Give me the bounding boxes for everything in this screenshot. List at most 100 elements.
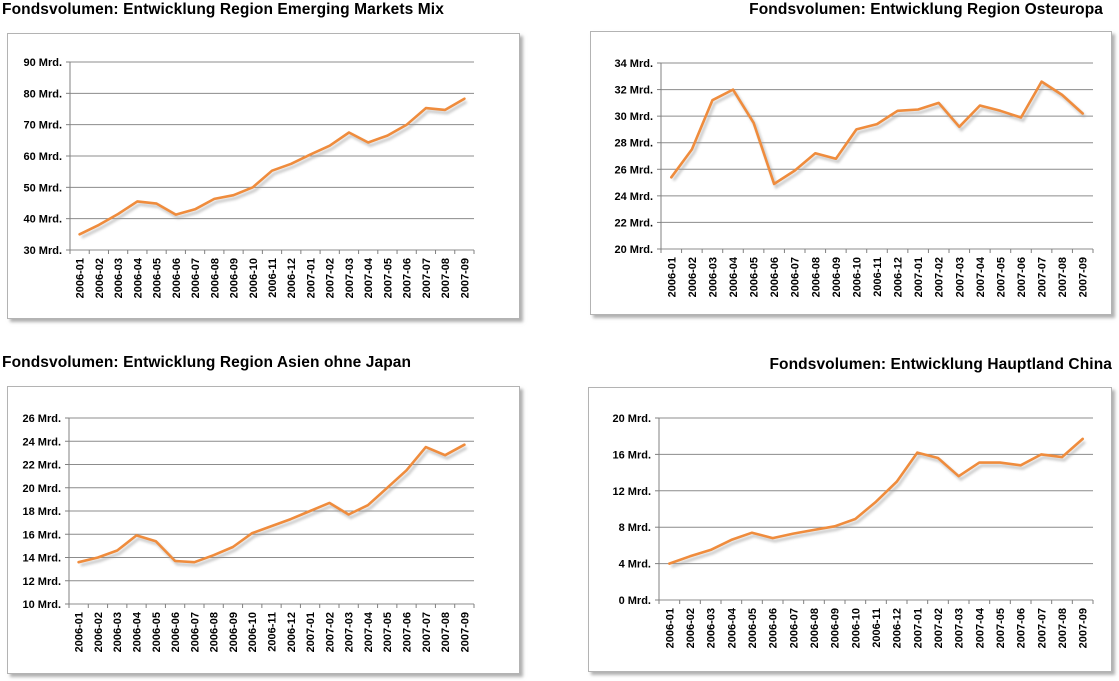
svg-text:16 Mrd.: 16 Mrd.: [22, 529, 61, 541]
svg-text:2006-09: 2006-09: [228, 612, 240, 652]
svg-text:2006-06: 2006-06: [171, 258, 183, 298]
svg-text:0 Mrd.: 0 Mrd.: [619, 595, 651, 607]
svg-text:2006-10: 2006-10: [248, 258, 260, 298]
svg-text:2007-06: 2007-06: [402, 612, 414, 652]
svg-text:2007-06: 2007-06: [402, 258, 414, 298]
svg-text:34 Mrd.: 34 Mrd.: [614, 58, 653, 70]
svg-text:8 Mrd.: 8 Mrd.: [619, 522, 651, 534]
svg-text:2006-08: 2006-08: [809, 608, 821, 648]
svg-text:90 Mrd.: 90 Mrd.: [23, 57, 62, 69]
svg-text:2007-09: 2007-09: [1078, 257, 1090, 297]
svg-text:2007-02: 2007-02: [325, 258, 337, 298]
svg-text:2006-10: 2006-10: [247, 612, 259, 652]
svg-text:2007-02: 2007-02: [324, 612, 336, 652]
chart-canvas-osteuropa: 34 Mrd. 32 Mrd. 30 Mrd. 28 Mrd. 26 Mrd. 24 Mr…: [590, 31, 1112, 315]
svg-text:50 Mrd.: 50 Mrd.: [23, 182, 62, 194]
svg-text:2007-03: 2007-03: [344, 612, 356, 652]
svg-text:2006-11: 2006-11: [267, 258, 279, 298]
svg-text:2006-02: 2006-02: [93, 612, 105, 652]
svg-text:2007-01: 2007-01: [912, 608, 924, 648]
svg-text:2006-12: 2006-12: [286, 258, 298, 298]
svg-text:2007-09: 2007-09: [459, 258, 471, 298]
svg-text:2006-11: 2006-11: [872, 257, 884, 297]
svg-text:2007-01: 2007-01: [305, 258, 317, 298]
line-chart-osteuropa: 34 Mrd. 32 Mrd. 30 Mrd. 28 Mrd. 26 Mrd. 24 Mr…: [614, 58, 1094, 297]
svg-text:2007-05: 2007-05: [382, 612, 394, 652]
svg-text:2007-05: 2007-05: [382, 258, 394, 298]
svg-text:2007-08: 2007-08: [440, 612, 452, 652]
svg-text:32 Mrd.: 32 Mrd.: [614, 85, 653, 97]
svg-text:2006-07: 2006-07: [788, 608, 800, 648]
svg-text:4 Mrd.: 4 Mrd.: [619, 559, 651, 571]
svg-text:2007-07: 2007-07: [421, 258, 433, 298]
svg-text:2006-01: 2006-01: [75, 258, 87, 298]
svg-text:2006-07: 2006-07: [790, 257, 802, 297]
svg-text:2006-01: 2006-01: [666, 257, 678, 297]
svg-text:2006-03: 2006-03: [707, 257, 719, 297]
svg-text:2006-10: 2006-10: [850, 608, 862, 648]
svg-text:22 Mrd.: 22 Mrd.: [22, 460, 61, 472]
svg-text:2006-08: 2006-08: [810, 257, 822, 297]
svg-text:30 Mrd.: 30 Mrd.: [614, 111, 653, 123]
svg-text:2006-06: 2006-06: [769, 257, 781, 297]
svg-text:2007-08: 2007-08: [1057, 257, 1069, 297]
chart-title-asien-ohne-japan: Fondsvolumen: Entwicklung Region Asien o…: [2, 354, 412, 371]
svg-text:2006-04: 2006-04: [726, 607, 738, 648]
chart-canvas-asien-ohne-japan: 26 Mrd. 24 Mrd. 22 Mrd. 20 Mrd. 18 Mrd. 16 Mr…: [7, 386, 520, 674]
svg-text:26 Mrd.: 26 Mrd.: [22, 413, 61, 425]
svg-text:2007-04: 2007-04: [363, 257, 375, 298]
svg-text:2007-01: 2007-01: [913, 257, 925, 297]
svg-text:2006-12: 2006-12: [286, 612, 298, 652]
svg-text:2007-07: 2007-07: [1036, 608, 1048, 648]
chart-title-emerging-markets-mix: Fondsvolumen: Entwicklung Region Emergin…: [2, 1, 444, 18]
svg-text:2006-05: 2006-05: [152, 258, 164, 298]
svg-text:2006-01: 2006-01: [74, 612, 86, 652]
line-chart-asien-ohne-japan: 26 Mrd. 24 Mrd. 22 Mrd. 20 Mrd. 18 Mrd. 16 Mr…: [22, 413, 475, 652]
svg-text:2007-09: 2007-09: [1078, 608, 1090, 648]
svg-text:2006-10: 2006-10: [851, 257, 863, 297]
svg-text:2007-03: 2007-03: [344, 258, 356, 298]
svg-text:30 Mrd.: 30 Mrd.: [23, 245, 62, 257]
svg-text:2006-06: 2006-06: [170, 612, 182, 652]
svg-text:16 Mrd.: 16 Mrd.: [612, 449, 651, 461]
svg-text:2006-05: 2006-05: [747, 608, 759, 648]
svg-text:2007-07: 2007-07: [421, 612, 433, 652]
svg-text:2006-01: 2006-01: [664, 608, 676, 648]
svg-text:2007-04: 2007-04: [363, 611, 375, 652]
line-chart-emerging-markets-mix: 90 Mrd. 80 Mrd. 70 Mrd. 60 Mrd. 50 Mrd. 40 Mr…: [23, 57, 475, 298]
svg-text:20 Mrd.: 20 Mrd.: [612, 413, 651, 425]
svg-text:2006-09: 2006-09: [831, 257, 843, 297]
svg-text:20 Mrd.: 20 Mrd.: [614, 244, 653, 256]
svg-text:40 Mrd.: 40 Mrd.: [23, 214, 62, 226]
svg-text:26 Mrd.: 26 Mrd.: [614, 164, 653, 176]
svg-text:80 Mrd.: 80 Mrd.: [23, 88, 62, 100]
svg-text:2007-07: 2007-07: [1037, 257, 1049, 297]
svg-text:2007-06: 2007-06: [1016, 257, 1028, 297]
chart-canvas-emerging-markets-mix: 90 Mrd. 80 Mrd. 70 Mrd. 60 Mrd. 50 Mrd. 40 Mr…: [7, 33, 520, 319]
svg-text:2006-03: 2006-03: [113, 258, 125, 298]
svg-text:2006-07: 2006-07: [189, 612, 201, 652]
svg-text:2006-11: 2006-11: [267, 612, 279, 652]
svg-text:2006-05: 2006-05: [151, 612, 163, 652]
svg-text:2006-08: 2006-08: [209, 612, 221, 652]
svg-text:2006-12: 2006-12: [892, 608, 904, 648]
chart-title-hauptland-china: Fondsvolumen: Entwicklung Hauptland Chin…: [769, 356, 1112, 373]
svg-text:2007-05: 2007-05: [995, 608, 1007, 648]
svg-text:2007-06: 2007-06: [1016, 608, 1028, 648]
svg-text:2006-06: 2006-06: [768, 608, 780, 648]
svg-text:2006-05: 2006-05: [749, 257, 761, 297]
svg-text:2006-08: 2006-08: [209, 258, 221, 298]
svg-text:2006-02: 2006-02: [687, 257, 699, 297]
svg-text:2006-03: 2006-03: [706, 608, 718, 648]
svg-text:2007-03: 2007-03: [954, 257, 966, 297]
svg-text:2006-07: 2006-07: [190, 258, 202, 298]
svg-text:28 Mrd.: 28 Mrd.: [614, 138, 653, 150]
svg-text:2006-04: 2006-04: [728, 256, 740, 297]
svg-text:2006-11: 2006-11: [871, 608, 883, 648]
svg-text:12 Mrd.: 12 Mrd.: [22, 576, 61, 588]
chart-canvas-hauptland-china: 20 Mrd. 16 Mrd. 12 Mrd. 8 Mrd. 4 Mrd. 0 Mrd. 2…: [588, 387, 1112, 672]
svg-text:2007-08: 2007-08: [1057, 608, 1069, 648]
svg-text:2006-04: 2006-04: [132, 611, 144, 652]
svg-text:2006-09: 2006-09: [229, 258, 241, 298]
svg-text:24 Mrd.: 24 Mrd.: [22, 436, 61, 448]
